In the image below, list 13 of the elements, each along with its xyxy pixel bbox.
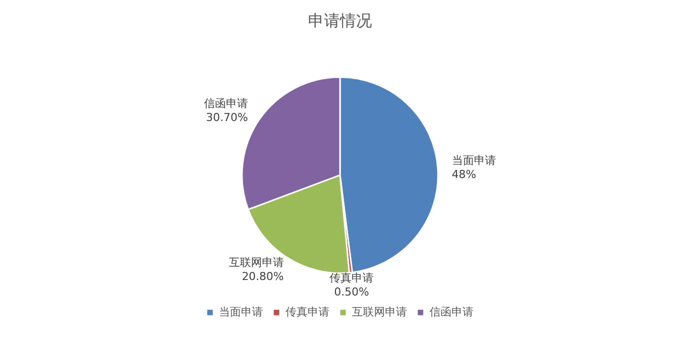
slice-label: 信函申请 [204, 97, 248, 110]
legend-label: 当面申请 [219, 305, 263, 318]
chart-title: 申请情况 [308, 10, 372, 30]
slice-label: 传真申请 [330, 271, 374, 284]
slice-label: 当面申请 [452, 154, 496, 167]
data-label: 20.80% [242, 270, 284, 283]
legend-label: 互联网申请 [352, 305, 407, 318]
data-label: 30.70% [206, 111, 248, 124]
legend-label: 信函申请 [430, 305, 474, 318]
data-label: 0.50% [334, 285, 370, 298]
legend-label: 传真申请 [286, 305, 330, 318]
slice-label: 互联网申请 [228, 256, 284, 269]
data-label: 48% [452, 168, 476, 181]
